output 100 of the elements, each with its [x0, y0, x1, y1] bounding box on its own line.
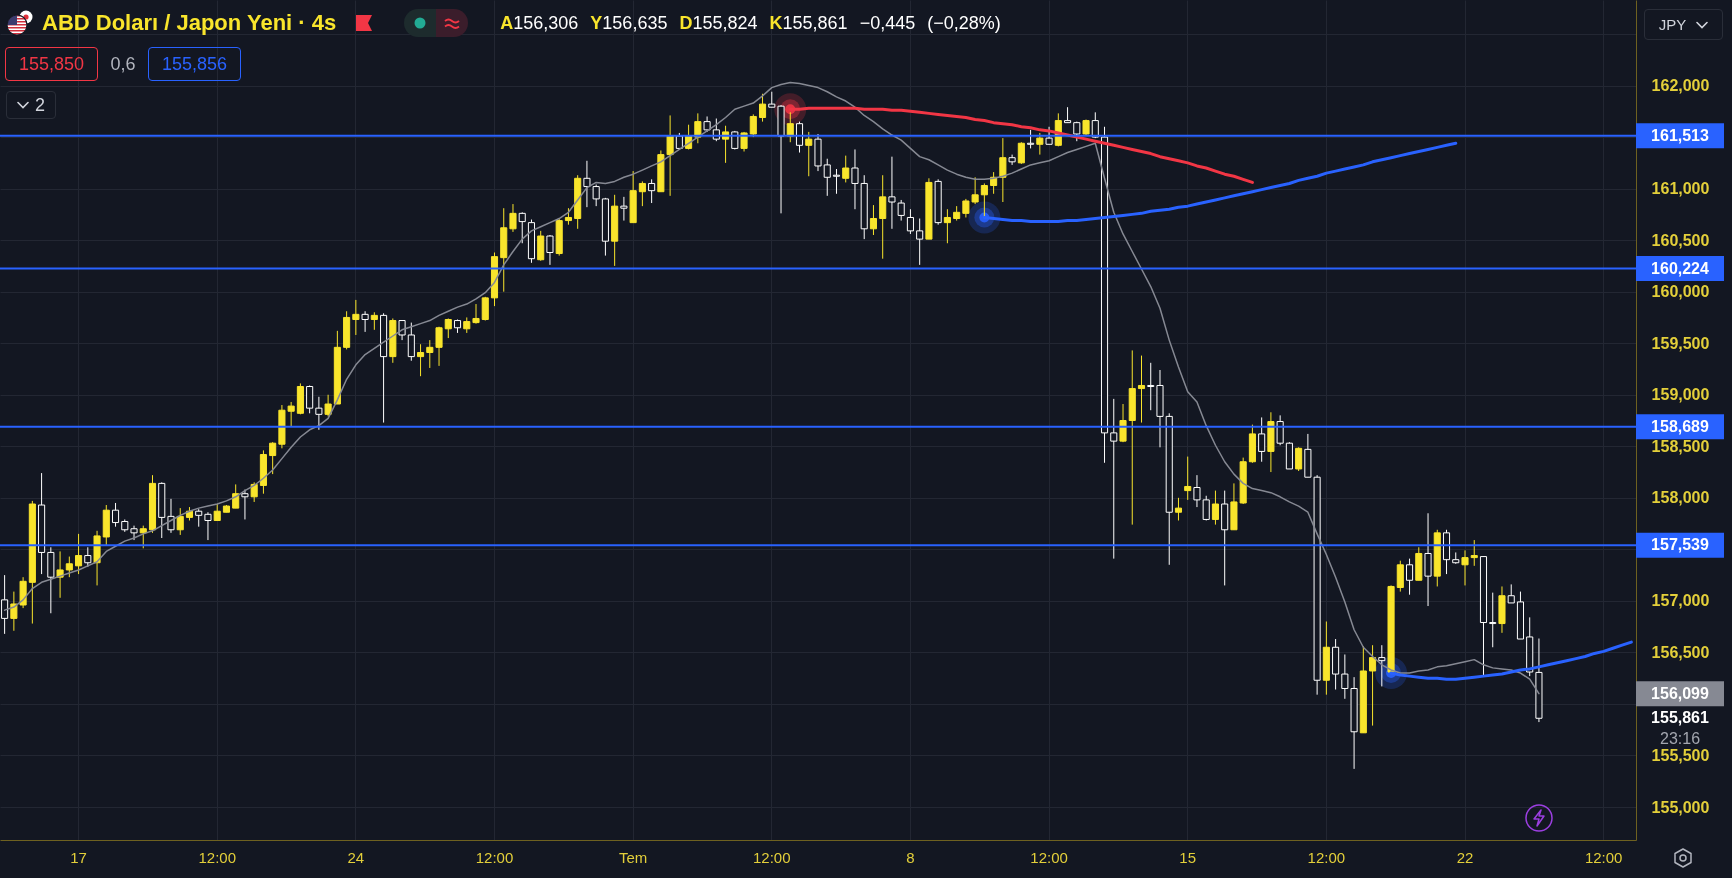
candlestick [176, 507, 184, 536]
y-tick-label: 159,500 [1651, 334, 1710, 352]
candlestick [851, 148, 859, 210]
candlestick [943, 208, 951, 244]
x-tick-label: 12:00 [1584, 848, 1623, 866]
candlestick [1137, 355, 1146, 424]
candlestick [1378, 644, 1386, 687]
candlestick [648, 178, 656, 204]
candlestick [167, 498, 175, 534]
candlestick [1258, 416, 1266, 463]
annotation: 0,6 [110, 53, 136, 75]
candlestick [306, 384, 314, 414]
x-tick-label: 24 [347, 848, 365, 866]
ref-line-label: 160,224 [1651, 259, 1710, 277]
y-tick-label: 160,500 [1651, 231, 1710, 249]
y-tick-label: 158,000 [1651, 489, 1710, 507]
candlestick [906, 208, 914, 235]
candlestick [823, 158, 831, 197]
candlestick [324, 394, 332, 417]
candlestick [111, 502, 120, 528]
text: A156,306 Y156,635 D155,824 K155,861 −0,445 (−0,28%) [500, 12, 1001, 34]
candlestick [832, 168, 841, 195]
candlestick [1470, 539, 1478, 567]
text: 155,861 [1651, 709, 1710, 727]
candlestick [546, 234, 554, 266]
y-tick-label: 155,500 [1651, 746, 1710, 764]
candlestick [352, 299, 360, 336]
x-tick-label: Tem [618, 848, 648, 866]
candlestick [84, 546, 92, 568]
chart-title: ABD Doları / Japon Yeni · 4s [42, 10, 337, 36]
candlestick [315, 396, 323, 431]
candlestick [1369, 644, 1377, 727]
candlestick [1406, 558, 1414, 596]
candlestick [269, 441, 277, 475]
candlestick [1396, 560, 1404, 593]
candlestick [56, 550, 64, 599]
x-tick-label: 12:00 [1030, 848, 1068, 866]
y-tick-label: 161,000 [1651, 180, 1710, 198]
candlestick [879, 174, 887, 260]
line-series [3, 81, 1540, 695]
price-box: 155,856 [148, 47, 241, 81]
candlestick [435, 326, 443, 367]
candlestick [842, 155, 850, 183]
x-tick-label: 15 [1179, 848, 1197, 866]
x-tick-label: 22 [1456, 848, 1474, 866]
candlestick [1008, 154, 1016, 166]
candlestick [758, 93, 767, 123]
x-tick-label: 8 [906, 848, 915, 866]
y-tick-label: 162,000 [1651, 77, 1710, 95]
candlestick [509, 203, 517, 233]
candlestick [1017, 141, 1025, 165]
candlestick [1193, 474, 1201, 508]
x-tick-label: 17 [70, 848, 87, 866]
candlestick [444, 317, 452, 339]
text: 156,099 [1651, 684, 1710, 702]
x-tick-label: 12:00 [198, 848, 236, 866]
x-tick-label: 12:00 [753, 848, 791, 866]
candlestick [1424, 512, 1432, 607]
annotation: 155,856 [161, 53, 228, 75]
ref-line-label: 157,539 [1651, 536, 1710, 554]
candlestick [472, 303, 480, 325]
annotation: 2 [34, 94, 45, 116]
ref-line-label: 161,513 [1651, 126, 1710, 144]
candlestick [620, 196, 628, 222]
candlestick [426, 339, 434, 369]
candlestick [916, 218, 924, 266]
dropdown-box: 2 [6, 91, 56, 119]
candlestick [250, 481, 258, 503]
candlestick [1110, 398, 1118, 560]
candlestick [241, 489, 249, 520]
candlestick [1184, 456, 1192, 501]
price-box: 155,850 [5, 47, 98, 81]
y-tick-label: 157,000 [1651, 592, 1710, 610]
annotation: 155,850 [18, 53, 85, 75]
candlestick [1461, 549, 1469, 586]
y-axis-title: JPY [1658, 16, 1687, 33]
y-tick-label: 158,500 [1651, 437, 1710, 455]
candlestick [1174, 497, 1183, 521]
candlestick [537, 230, 545, 262]
y-tick-label: 155,000 [1651, 798, 1710, 816]
candlestick [1489, 592, 1497, 648]
candlestick [1507, 583, 1515, 604]
candlestick [65, 556, 73, 578]
ref-line-label: 158,689 [1651, 417, 1710, 435]
candlestick [1202, 495, 1210, 521]
candlestick [795, 121, 804, 154]
y-tick-label: 160,000 [1651, 283, 1710, 301]
candlestick [1036, 132, 1044, 156]
candlestick [1276, 414, 1284, 446]
y-tick-label: 156,500 [1651, 643, 1710, 661]
candlestick [204, 511, 212, 541]
candlestick [805, 131, 813, 177]
dropdown-box: JPY [1644, 9, 1723, 40]
candlestick [638, 180, 646, 207]
candlestick [869, 204, 878, 236]
y-tick-label: 159,000 [1651, 386, 1710, 404]
candlestick [1147, 362, 1155, 411]
candlestick [139, 525, 147, 549]
candlestick [407, 322, 415, 362]
candlestick [1211, 490, 1219, 526]
